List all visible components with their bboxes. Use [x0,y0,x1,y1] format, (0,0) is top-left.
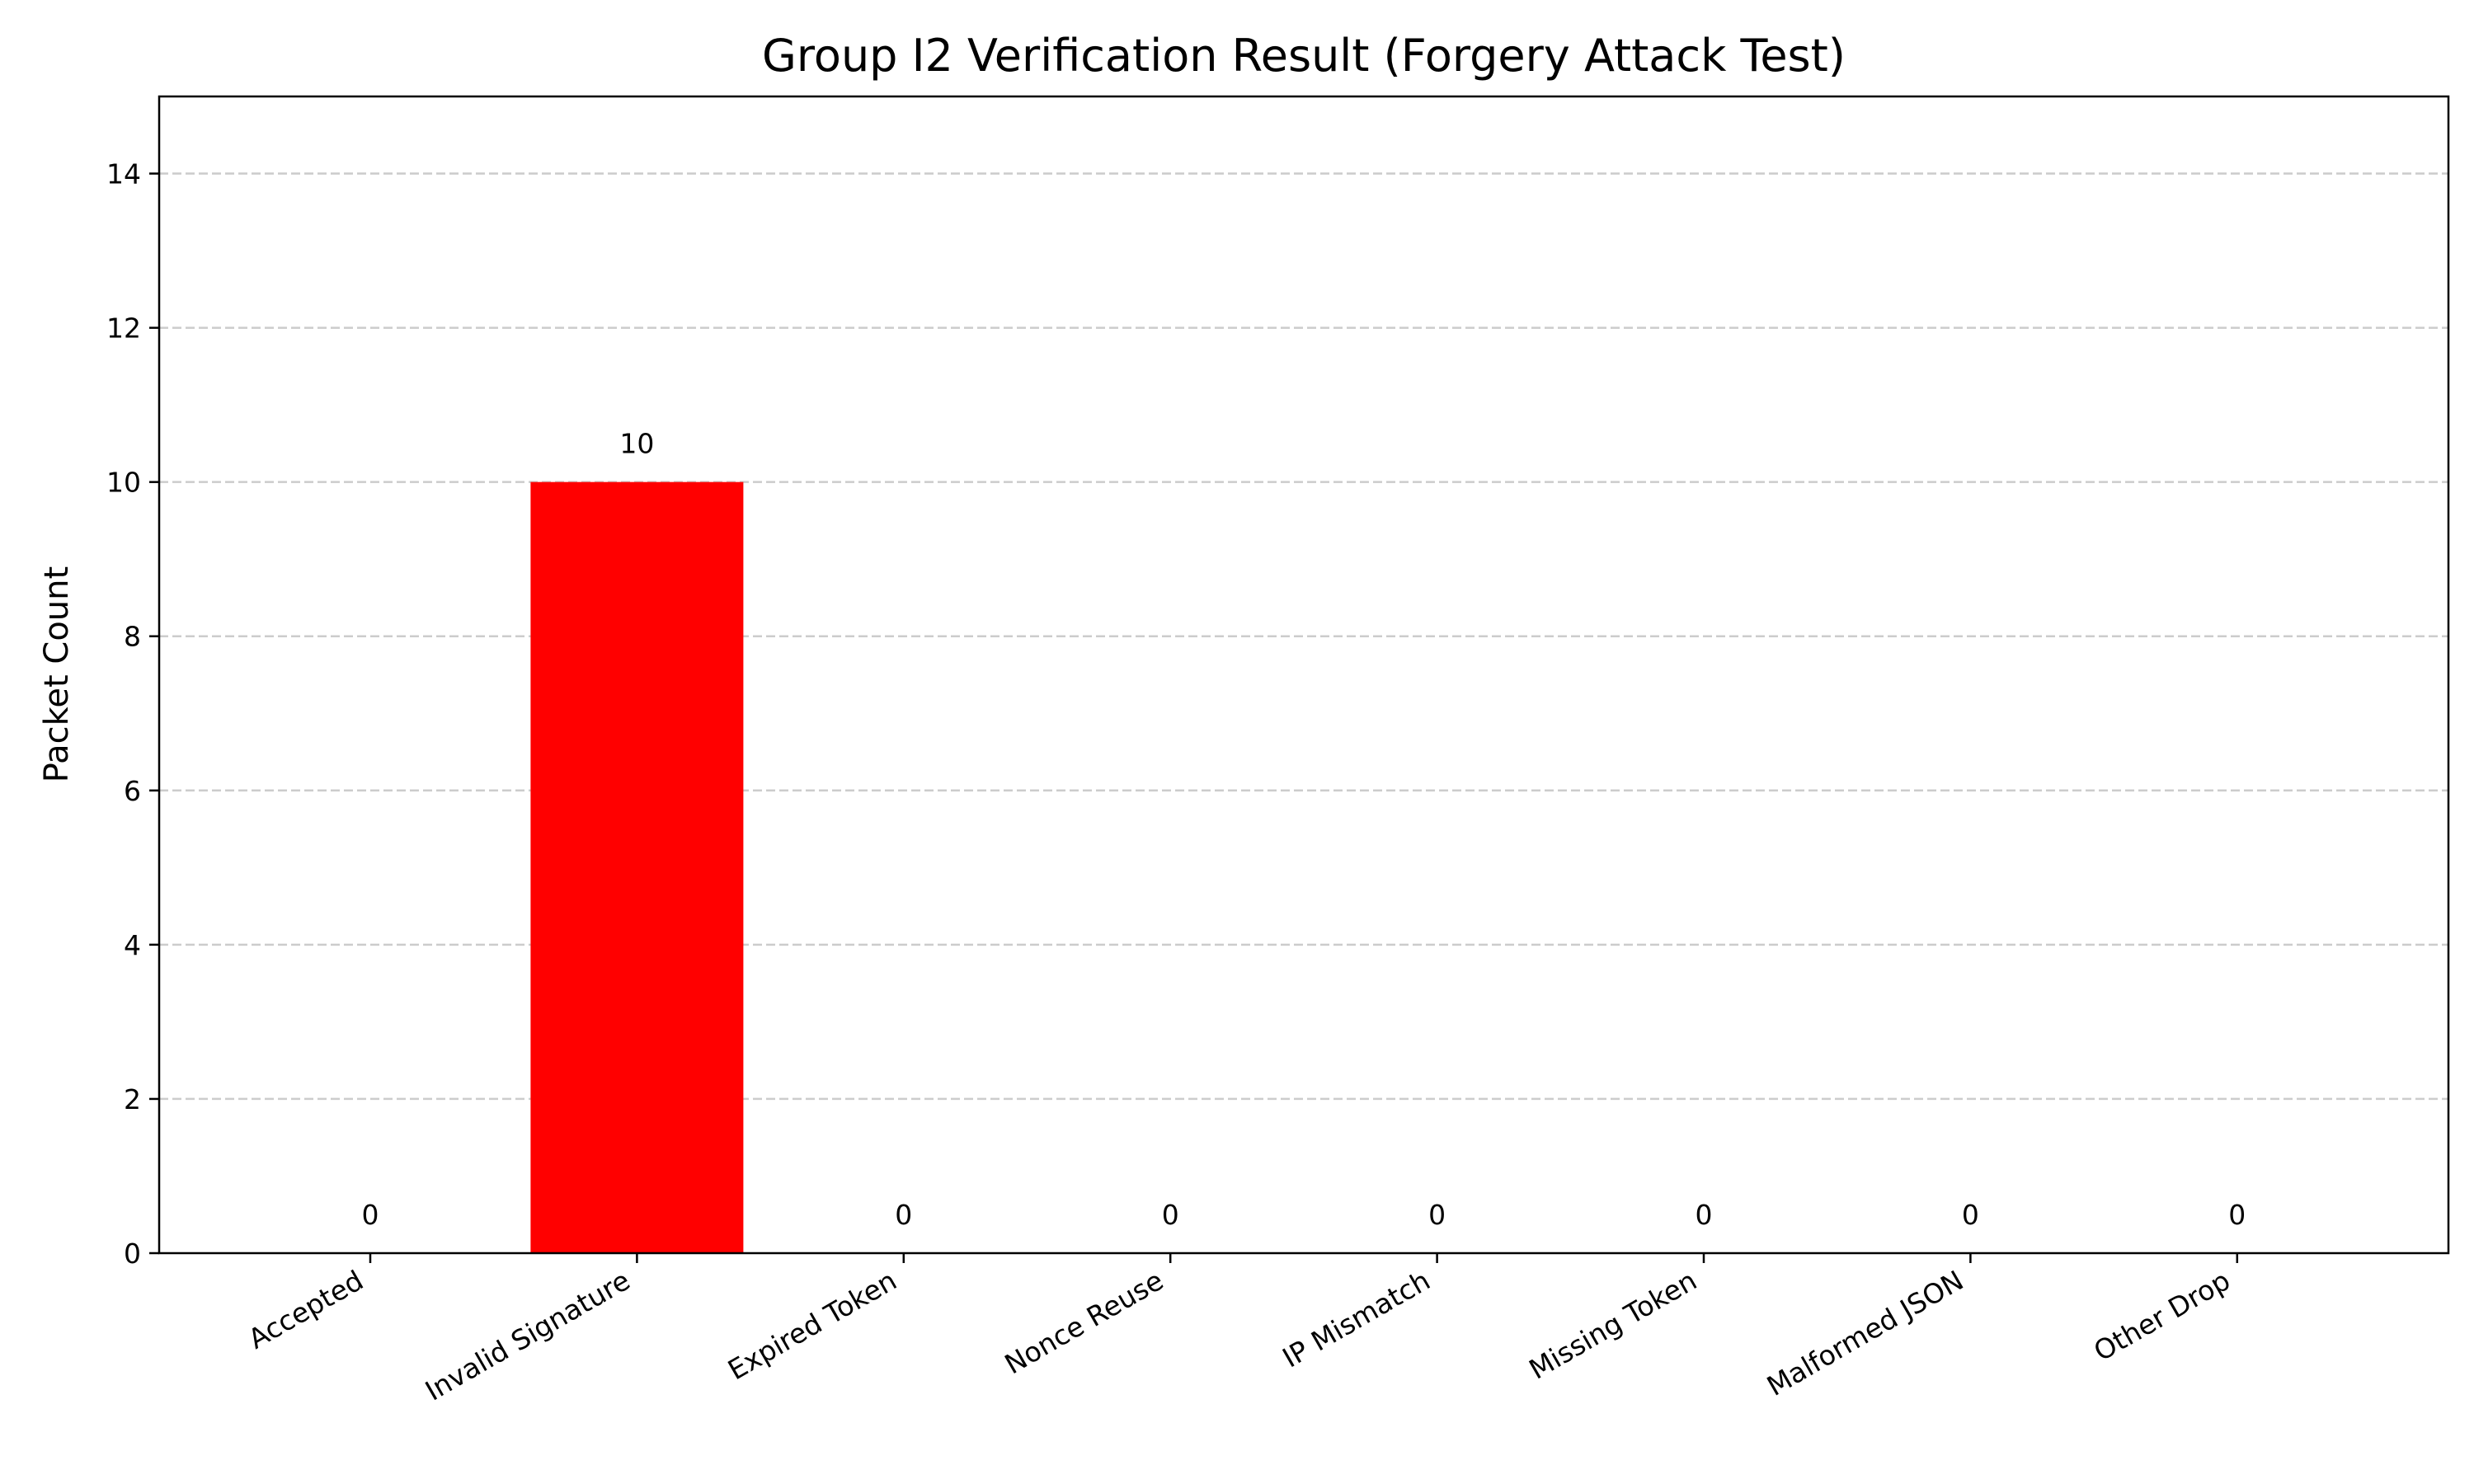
y-tick-label: 0 [124,1237,141,1270]
data-label-6: 0 [1962,1199,1979,1231]
data-labels: 0 10 0 0 0 0 0 0 [362,428,2246,1231]
y-tick-label: 2 [124,1083,141,1115]
bars [530,481,744,1253]
data-label-7: 0 [2228,1199,2246,1231]
y-tick-label: 12 [106,312,141,345]
data-label-0: 0 [362,1199,379,1231]
y-tick-label: 14 [106,158,141,190]
plot-frame [158,95,2450,1255]
data-label-2: 0 [895,1199,912,1231]
y-axis: 0 2 4 6 8 10 12 14 [106,158,159,1270]
y-tick-label: 4 [124,929,141,961]
data-label-5: 0 [1696,1199,1713,1231]
y-axis-label: Packet Count [38,566,76,782]
gridlines [159,172,2448,1101]
chart-title: Group I2 Verification Result (Forgery At… [762,30,1846,82]
bar-1 [530,481,744,1253]
y-tick-label: 8 [124,621,141,653]
y-tick-label: 10 [106,467,141,499]
data-label-3: 0 [1162,1199,1179,1231]
data-label-1: 10 [619,428,654,460]
y-tick-label: 6 [124,775,141,807]
data-label-4: 0 [1428,1199,1446,1231]
